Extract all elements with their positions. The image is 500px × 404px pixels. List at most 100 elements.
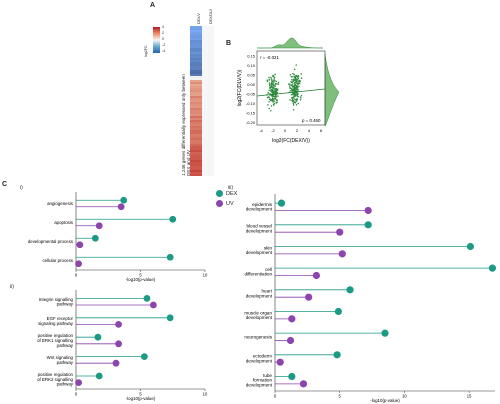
scatter-point (295, 64, 297, 66)
heatmap-cell (202, 106, 214, 108)
category-label: formation (253, 378, 273, 383)
scatter-point (272, 86, 274, 88)
scatter-point (277, 83, 280, 85)
category-label: development (246, 358, 273, 363)
scatter-point (296, 94, 298, 96)
heatmap-cell (190, 122, 202, 124)
heatmap-cell (202, 116, 214, 118)
scatter-point (292, 93, 294, 96)
legend-uv-label: UV (226, 200, 234, 207)
scatter-point (293, 86, 296, 88)
category-label: ectoderm (253, 354, 272, 359)
scatter-y-tick-label: -0.05 (246, 92, 256, 97)
colorbar-tick: -2 (162, 43, 166, 47)
category-label: skin (264, 245, 273, 250)
regression-line (256, 88, 326, 97)
heatmap-cell (190, 170, 202, 172)
heatmap-cell (202, 148, 214, 150)
heatmap-cell (190, 96, 202, 98)
heatmap-cell (190, 90, 202, 92)
scatter-point (299, 99, 302, 101)
heatmap-cell (190, 110, 202, 112)
scatter-frame (256, 50, 326, 126)
scatter-point (289, 99, 291, 101)
colorbar-tick: 2 (162, 31, 164, 35)
scatter-point (270, 78, 273, 80)
heatmap-cell (190, 100, 202, 102)
heatmap-cell (190, 58, 202, 60)
x-axis-title: -log10(p-value) (126, 396, 156, 401)
heatmap-cell (190, 50, 202, 52)
heatmap-cell (202, 132, 214, 134)
colorbar-tick: 0 (162, 37, 164, 41)
scatter-point (271, 88, 273, 91)
heatmap-cell (202, 28, 214, 30)
scatter-point (297, 95, 299, 98)
scatter-x-ticks: -4 -2 0 2 4 6 (259, 128, 323, 133)
scatter-point (276, 101, 278, 104)
scatter-point (298, 82, 300, 85)
scatter-point (292, 88, 294, 90)
lollipop-dot-dex (95, 372, 103, 380)
heatmap-cell (202, 30, 214, 32)
heatmap-cell (190, 28, 202, 30)
lollipop-dot-uv (338, 250, 346, 258)
heatmap-cell (190, 154, 202, 156)
lollipop-dot-uv (115, 320, 122, 328)
legend-uv-swatch (216, 200, 223, 207)
heatmap-cell (202, 128, 214, 130)
category-label: heart (262, 289, 273, 294)
scatter-point (294, 81, 296, 84)
heatmap-cell (202, 136, 214, 138)
heatmap-cell (190, 32, 202, 34)
heatmap-cell (202, 150, 214, 152)
heatmap-cell (190, 156, 202, 158)
scatter-point (295, 93, 297, 96)
top-density (257, 37, 324, 49)
scatter-point (291, 81, 294, 84)
heatmap-cell (202, 108, 214, 110)
x-axis-title: -log10(p-value) (126, 277, 156, 282)
scatter-point (294, 77, 297, 79)
category-label: developmental process (28, 239, 74, 244)
heatmap-cell (202, 38, 214, 40)
subpanel-ii-title: ii) (10, 284, 14, 290)
heatmap-cell (202, 100, 214, 102)
scatter-point (268, 76, 270, 79)
category-label: pathway (57, 343, 74, 348)
lollipop-dot-dex (140, 353, 148, 361)
heatmap-cell (202, 64, 214, 66)
heatmap (190, 26, 214, 176)
scatter-point (274, 80, 276, 82)
heatmap-cell (202, 110, 214, 112)
panel-c-label: C (2, 181, 8, 188)
p-value-text: p = 0.460 (302, 118, 321, 123)
scatter-point (292, 79, 295, 81)
scatter-point (273, 77, 275, 79)
heatmap-cell (190, 56, 202, 58)
heatmap-cell (202, 102, 214, 104)
heatmap-cell (202, 52, 214, 54)
scatter-point (298, 85, 300, 87)
scatter-point (275, 82, 277, 85)
heatmap-cell (190, 84, 202, 86)
scatter-x-tick-label: 6 (320, 128, 323, 133)
heatmap-cell (202, 48, 214, 50)
heatmap-cell (202, 54, 214, 56)
lollipop-dot-dex (364, 221, 372, 229)
heatmap-cell (190, 166, 202, 168)
lollipop-dot-dex (346, 286, 354, 294)
heatmap-cell (202, 140, 214, 142)
heatmap-cell (190, 46, 202, 48)
category-label: cell (265, 267, 272, 272)
heatmap-cell (190, 60, 202, 62)
scatter-point (267, 96, 270, 98)
x-tick-label: 15 (467, 394, 472, 399)
heatmap-cell (190, 26, 202, 28)
heatmap-cell (190, 160, 202, 162)
heatmap-cell (190, 144, 202, 146)
heatmap-cell (190, 34, 202, 36)
panel-a-label: A (150, 2, 156, 9)
